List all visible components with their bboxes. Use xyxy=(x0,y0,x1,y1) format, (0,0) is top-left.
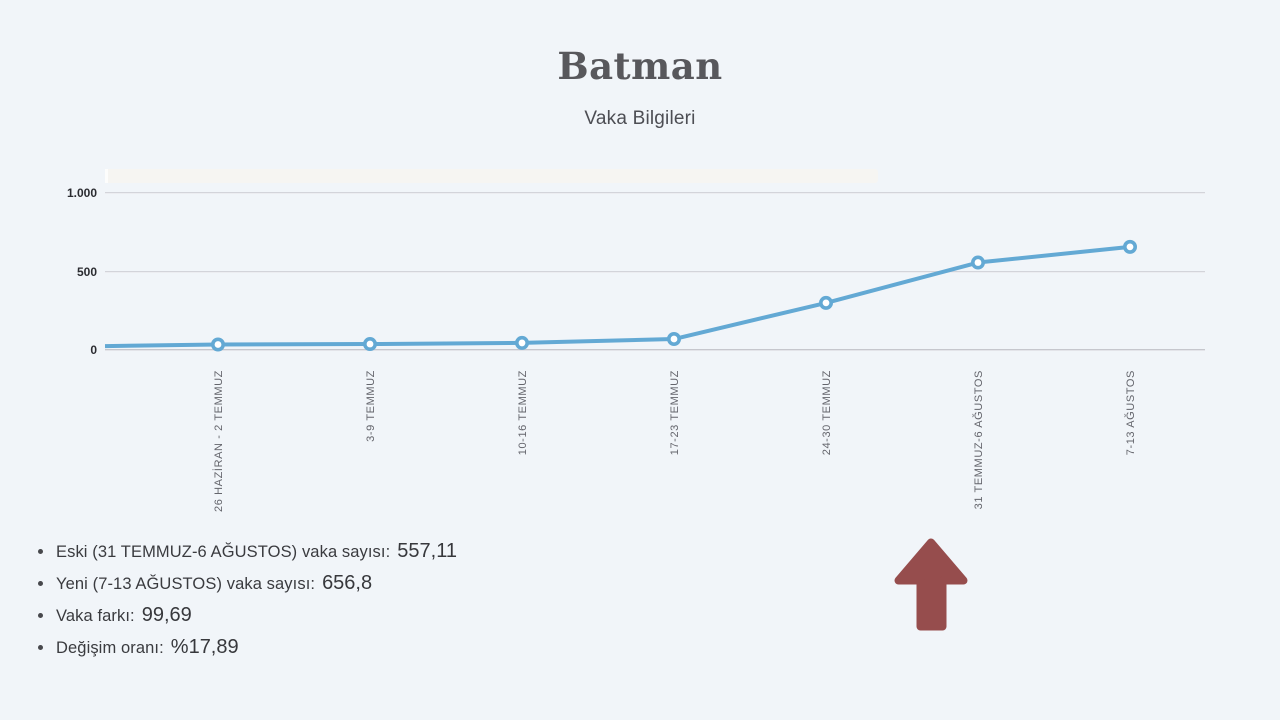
series-line xyxy=(104,244,1131,349)
data-point-marker[interactable] xyxy=(666,332,681,347)
stat-new-cases: Yeni (7-13 AĞUSTOS) vaka sayısı: 656,8 xyxy=(38,567,457,599)
stat-label: Eski (31 TEMMUZ-6 AĞUSTOS) vaka sayısı: xyxy=(56,543,391,561)
bullet-dot xyxy=(38,645,43,650)
grid-line xyxy=(105,193,1205,194)
grid-line xyxy=(105,349,1205,350)
data-point-marker[interactable] xyxy=(818,295,833,310)
data-point-marker[interactable] xyxy=(1123,239,1138,254)
y-axis-tick-label: 500 xyxy=(77,265,97,279)
bullet-dot xyxy=(38,549,43,554)
x-axis-label: 7-13 AĞUSTOS xyxy=(1124,370,1137,455)
grid-line xyxy=(105,192,1205,193)
y-axis-tick-label: 1.000 xyxy=(67,186,97,200)
grid-line xyxy=(105,350,1205,351)
bullet-dot xyxy=(38,613,43,618)
case-line-chart: 0 500 1.000 26 HAZİRAN - 2 TEMMUZ 3-9 TEMMUZ… xyxy=(67,186,1205,512)
data-point-marker[interactable] xyxy=(211,337,226,352)
stat-value: 557,11 xyxy=(397,540,457,562)
page-subtitle: Vaka Bilgileri xyxy=(584,108,696,129)
grid-line xyxy=(105,271,1205,272)
x-axis-label: 31 TEMMUZ-6 AĞUSTOS xyxy=(972,370,985,509)
x-axis-label: 24-30 TEMMUZ xyxy=(821,370,833,455)
data-point-marker[interactable] xyxy=(362,337,377,352)
stat-change-rate: Değişim oranı: %17,89 xyxy=(38,631,457,663)
stat-value: 656,8 xyxy=(322,572,373,594)
page-title: Batman xyxy=(557,44,723,88)
x-axis-label: 26 HAZİRAN - 2 TEMMUZ xyxy=(212,370,225,512)
x-axis-label: 10-16 TEMMUZ xyxy=(517,370,529,455)
stat-case-difference: Vaka farkı: 99,69 xyxy=(38,599,457,631)
stat-value: %17,89 xyxy=(170,636,239,658)
data-point-marker[interactable] xyxy=(514,335,529,350)
stat-value: 99,69 xyxy=(141,604,192,626)
chart-top-band xyxy=(105,169,878,183)
data-point-marker[interactable] xyxy=(970,255,985,270)
stat-label: Vaka farkı: xyxy=(56,607,135,625)
bullet-dot xyxy=(38,581,43,586)
grid-line xyxy=(105,272,1205,273)
x-axis-label: 3-9 TEMMUZ xyxy=(365,370,377,442)
x-axis-label: 17-23 TEMMUZ xyxy=(669,370,681,455)
stat-label: Değişim oranı: xyxy=(56,639,164,657)
up-arrow-shape xyxy=(894,538,968,631)
stat-label: Yeni (7-13 AĞUSTOS) vaka sayısı: xyxy=(56,575,316,593)
stats-list: Eski (31 TEMMUZ-6 AĞUSTOS) vaka sayısı: 5… xyxy=(38,535,457,663)
stat-old-cases: Eski (31 TEMMUZ-6 AĞUSTOS) vaka sayısı: 5… xyxy=(38,535,457,567)
y-axis-tick-label: 0 xyxy=(90,343,97,357)
